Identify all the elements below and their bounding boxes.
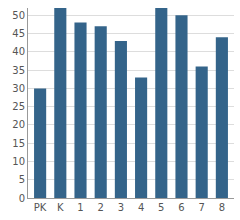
svg-text:25: 25 <box>12 101 25 112</box>
svg-text:8: 8 <box>219 202 225 213</box>
svg-text:35: 35 <box>12 65 25 76</box>
svg-text:K: K <box>57 202 64 213</box>
svg-text:2: 2 <box>98 202 104 213</box>
svg-text:7: 7 <box>199 202 205 213</box>
svg-text:20: 20 <box>12 119 25 130</box>
svg-text:45: 45 <box>12 28 25 39</box>
svg-text:15: 15 <box>12 138 25 149</box>
svg-text:50: 50 <box>12 10 25 21</box>
svg-text:PK: PK <box>34 202 47 213</box>
svg-text:3: 3 <box>118 202 124 213</box>
svg-text:10: 10 <box>12 156 25 167</box>
svg-text:4: 4 <box>138 202 144 213</box>
svg-text:40: 40 <box>12 46 25 57</box>
svg-text:0: 0 <box>19 193 25 204</box>
svg-text:5: 5 <box>158 202 164 213</box>
svg-text:30: 30 <box>12 83 25 94</box>
svg-text:6: 6 <box>178 202 184 213</box>
svg-text:5: 5 <box>19 174 25 185</box>
svg-text:1: 1 <box>77 202 83 213</box>
